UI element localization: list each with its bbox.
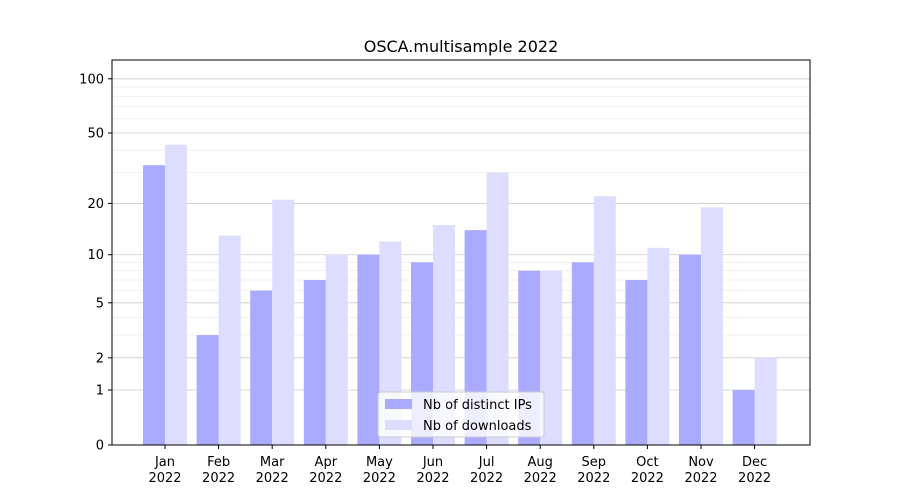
bar-distinct-ips — [571, 262, 594, 445]
x-tick-label-line: 2022 — [684, 471, 717, 486]
x-tick-label-line: Dec — [742, 455, 767, 470]
x-tick-label: Nov 2022 — [684, 455, 717, 486]
x-tick-label: May 2022 — [363, 455, 396, 486]
bar-downloads — [647, 247, 670, 445]
x-tick-label-line: 2022 — [631, 471, 664, 486]
y-tick-label: 50 — [87, 127, 104, 142]
x-tick-label-line: May — [366, 455, 393, 470]
legend-label: Nb of downloads — [423, 419, 532, 434]
bar-downloads — [325, 254, 348, 445]
bar-distinct-ips — [679, 254, 701, 445]
bar-downloads — [433, 225, 455, 445]
x-tick-label-line: Feb — [207, 455, 230, 470]
x-tick-label-line: 2022 — [416, 471, 449, 486]
x-tick-label: Jan 2022 — [148, 455, 181, 486]
x-tick-label: Aug 2022 — [524, 455, 557, 486]
y-tick-label: 100 — [79, 72, 104, 87]
bar-downloads — [486, 172, 509, 445]
x-tick-label-line: 2022 — [256, 471, 289, 486]
x-tick-label-line: Sep — [582, 455, 607, 470]
bar-distinct-ips — [196, 335, 219, 445]
bar-downloads — [593, 196, 616, 445]
bar-distinct-ips — [303, 280, 326, 445]
bar-distinct-ips — [357, 254, 380, 445]
x-tick-label: Apr 2022 — [309, 455, 342, 486]
x-tick-label-line: Nov — [688, 455, 714, 470]
y-tick-label: 0 — [96, 439, 104, 454]
bar-downloads — [218, 235, 241, 445]
y-tick-label: 1 — [96, 384, 104, 399]
x-tick-label-line: Oct — [636, 455, 658, 470]
bar-downloads — [701, 207, 723, 445]
bar-downloads — [754, 357, 777, 445]
x-tick-label-line: 2022 — [309, 471, 342, 486]
bar-downloads — [272, 199, 295, 445]
plot-frame — [111, 59, 811, 446]
x-tick-label-line: Jun — [422, 455, 443, 470]
x-tick-label: Mar 2022 — [256, 455, 289, 486]
y-tick-label: 2 — [96, 351, 104, 366]
bar-distinct-ips — [625, 280, 648, 445]
x-tick-label-line: Aug — [528, 455, 553, 470]
bar-distinct-ips — [464, 230, 487, 445]
y-tick-label: 5 — [96, 296, 104, 311]
x-tick-label: Jul 2022 — [470, 455, 503, 486]
x-tick-label-line: 2022 — [202, 471, 235, 486]
x-tick-label-line: 2022 — [738, 471, 771, 486]
x-tick-label-line: 2022 — [470, 471, 503, 486]
legend-label: Nb of distinct IPs — [423, 398, 532, 413]
x-tick-label-line: 2022 — [148, 471, 181, 486]
x-tick-label: Dec 2022 — [738, 455, 771, 486]
bar-distinct-ips — [143, 165, 165, 445]
x-tick-label-line: 2022 — [363, 471, 396, 486]
y-tick-label: 10 — [87, 248, 104, 263]
x-tick-label-line: 2022 — [524, 471, 557, 486]
x-tick-label: Oct 2022 — [631, 455, 664, 486]
legend-swatch — [385, 420, 412, 430]
x-tick-label: Feb 2022 — [202, 455, 235, 486]
x-tick-label: Sep 2022 — [577, 455, 610, 486]
x-tick-label-line: Apr — [315, 455, 338, 470]
x-tick-label-line: 2022 — [577, 471, 610, 486]
bar-distinct-ips — [250, 290, 273, 445]
x-tick-label-line: Jul — [478, 455, 495, 470]
bar-downloads — [165, 144, 187, 445]
x-tick-label-line: Jan — [154, 455, 175, 470]
legend-swatch — [385, 399, 412, 409]
y-tick-label: 20 — [87, 197, 104, 212]
legend-box — [377, 391, 545, 438]
bar-downloads — [540, 270, 563, 445]
x-tick-label-line: Mar — [260, 455, 285, 470]
bar-distinct-ips — [732, 390, 755, 445]
x-tick-label: Jun 2022 — [416, 455, 449, 486]
chart-title: OSCA.multisample 2022 — [364, 37, 559, 56]
